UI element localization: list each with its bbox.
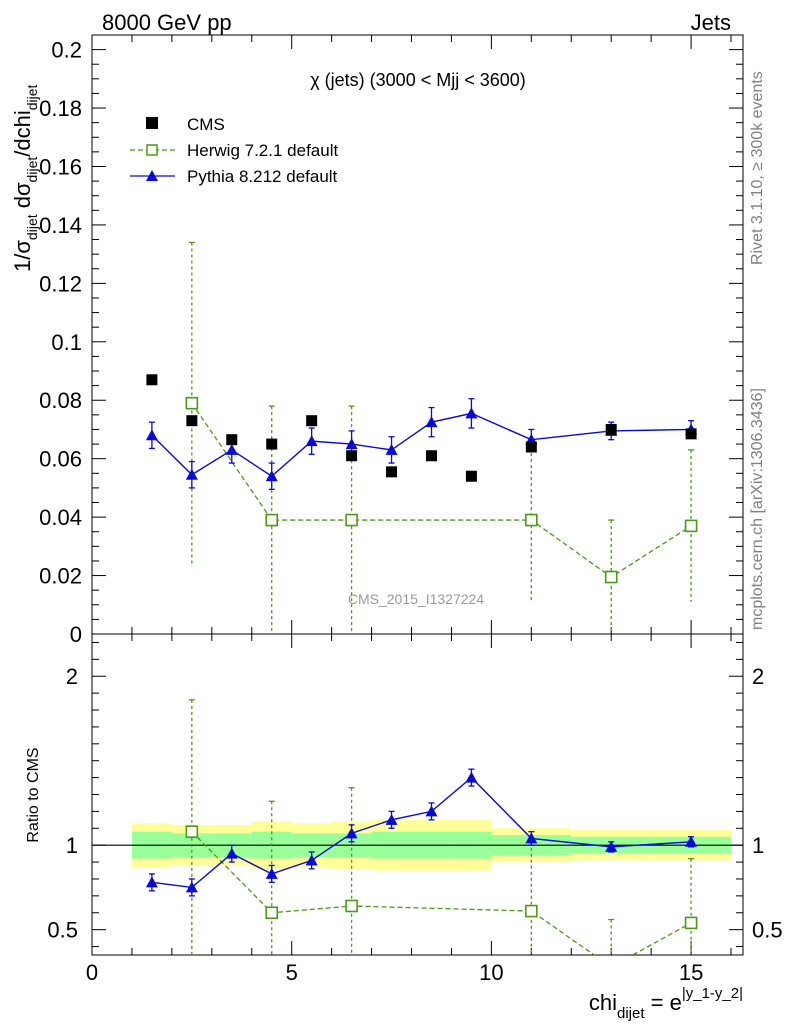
cms-point: [465, 470, 477, 482]
herwig-point: [604, 570, 618, 584]
header-right: Jets: [691, 10, 731, 35]
pythia-point: [225, 443, 238, 455]
pythia-ratio-point: [465, 771, 478, 783]
y-tick-label: 0.04: [39, 505, 82, 530]
herwig-ratio-point: [265, 906, 279, 920]
legend-marker-pythia: [146, 170, 158, 181]
herwig-point: [185, 396, 199, 410]
y-tick-label: 0.1: [51, 330, 82, 355]
ratio-y-tick-label: 1: [66, 833, 78, 858]
ratio-y-tick-label-right: 1: [752, 833, 764, 858]
cms-point: [425, 450, 437, 462]
pythia-line: [151, 412, 692, 478]
herwig-ratio-point: [345, 899, 358, 913]
rivet-label: Rivet 3.1.10, ≥ 300k events: [749, 71, 766, 265]
pythia-ratio-point: [305, 854, 318, 866]
legend-label-cms: CMS: [187, 115, 225, 134]
header-left: 8000 GeV pp: [102, 10, 232, 35]
cms-point: [146, 374, 158, 386]
legend-marker-herwig: [146, 144, 158, 156]
ratio-y-tick-label-right: 0.5: [752, 918, 783, 943]
y-tick-label: 0.2: [51, 38, 82, 63]
pythia-ratio-point: [385, 813, 398, 825]
herwig-ratio-line: [191, 831, 692, 955]
ratio-y-tick-label-right: 2: [752, 664, 764, 689]
pythia-point: [385, 443, 398, 455]
pythia-point: [305, 435, 318, 447]
y-tick-label: 0.06: [39, 447, 82, 472]
herwig-ratio-point: [185, 825, 199, 838]
y-tick-label: 0.18: [39, 96, 82, 121]
ratio-y-tick-label: 0.5: [47, 918, 78, 943]
ratio-y-axis-label: Ratio to CMS: [25, 747, 42, 842]
x-axis-label: chidijet = e|y_1-y_2|: [589, 985, 743, 1022]
pythia-point: [465, 407, 478, 419]
pythia-point: [145, 429, 158, 441]
y-axis-label: 1/σdijet dσdijet/dchidijet: [10, 84, 40, 272]
x-tick-label: 0: [86, 960, 98, 985]
pythia-ratio-point: [265, 867, 278, 879]
pythia-point: [345, 438, 358, 450]
herwig-line: [191, 402, 692, 578]
cms-point: [605, 423, 617, 435]
cms-point: [266, 438, 278, 450]
y-tick-label: 0.12: [39, 271, 82, 296]
legend-label-herwig: Herwig 7.2.1 default: [187, 141, 338, 160]
legend-label-pythia: Pythia 8.212 default: [187, 167, 338, 186]
ratio-panel-frame: [91, 633, 744, 956]
ratio-y-tick-label: 2: [66, 664, 78, 689]
pythia-ratio-point: [685, 835, 698, 847]
cms-point: [346, 450, 358, 462]
pythia-point: [425, 416, 438, 428]
pythia-ratio-point: [345, 827, 358, 839]
legend-marker-cms: [146, 117, 158, 129]
y-tick-label: 0: [70, 622, 82, 647]
chart-title: χ (jets) (3000 < Mjj < 3600): [310, 70, 526, 90]
cms-point: [186, 415, 198, 427]
pythia-ratio-point: [425, 805, 438, 817]
herwig-point: [345, 513, 358, 527]
legend: CMS Herwig 7.2.1 default Pythia 8.212 de…: [130, 115, 338, 186]
pythia-ratio-point: [145, 876, 158, 888]
herwig-point: [265, 513, 279, 527]
pythia-point: [185, 468, 198, 480]
cms-point: [386, 466, 398, 478]
mcplots-label: mcplots.cern.ch [arXiv:1306.3436]: [749, 388, 766, 630]
herwig-point: [525, 513, 538, 527]
data-layer: [145, 241, 698, 955]
axes-layer: 0 5 10 15 0 0.02 0.04 0.06 0.08 0.1 0.12 0.14 0.16 0.…: [39, 35, 783, 985]
pythia-ratio-point: [185, 881, 198, 893]
y-tick-label: 0.02: [39, 564, 82, 589]
cms-point: [685, 428, 697, 440]
x-tick-label: 10: [479, 960, 503, 985]
ratio-series-group: [145, 699, 698, 955]
y-tick-label: 0.14: [39, 213, 82, 238]
pythia-ratio-point: [605, 840, 618, 852]
pythia-ratio-point: [225, 847, 238, 859]
herwig-ratio-point: [525, 904, 538, 918]
herwig-ratio-point: [684, 916, 698, 930]
cms-point: [306, 415, 318, 427]
x-tick-label: 5: [286, 960, 298, 985]
analysis-watermark: CMS_2015_I1327224: [348, 591, 484, 607]
y-tick-label: 0.16: [39, 154, 82, 179]
pythia-point: [265, 470, 278, 482]
cms-point: [226, 434, 238, 446]
pythia-ratio-line: [151, 776, 692, 889]
herwig-point: [684, 519, 698, 533]
pythia-ratio-point: [525, 832, 538, 844]
x-tick-label: 15: [679, 960, 703, 985]
y-tick-label: 0.08: [39, 388, 82, 413]
cms-point: [525, 441, 537, 453]
